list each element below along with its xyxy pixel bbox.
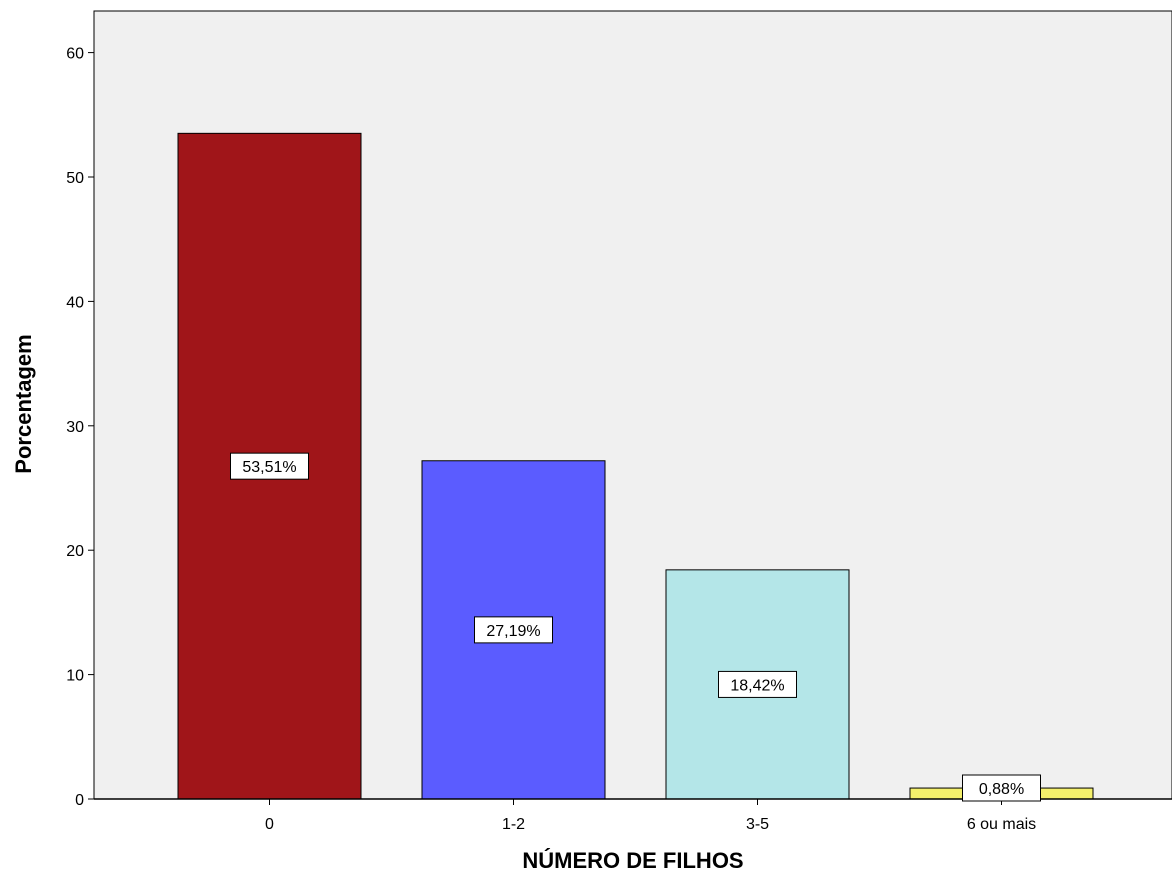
x-tick-label: 3-5 — [746, 816, 769, 833]
data-label-text: 18,42% — [730, 677, 784, 694]
data-label: 18,42% — [718, 670, 797, 698]
data-label-box — [230, 452, 309, 480]
x-axis-title: NÚMERO DE FILHOS — [522, 848, 743, 873]
data-label-box — [718, 670, 797, 698]
y-tick-label: 50 — [66, 170, 84, 187]
y-tick-label: 60 — [66, 46, 84, 63]
x-tick-label: 1-2 — [502, 816, 525, 833]
y-axis-title: Porcentagem — [11, 334, 36, 473]
y-tick-label: 40 — [66, 294, 84, 311]
data-label-text: 27,19% — [486, 623, 540, 640]
x-axis: 0 1-2 3-5 6 ou mais — [94, 798, 1172, 833]
data-label-text: 53,51% — [242, 459, 296, 476]
data-label: 27,19% — [474, 616, 553, 644]
y-tick-label: 0 — [75, 792, 84, 809]
data-label: 53,51% — [230, 452, 309, 480]
data-label-text: 0,88% — [979, 781, 1024, 798]
y-tick-label: 20 — [66, 543, 84, 560]
y-tick-label: 30 — [66, 419, 84, 436]
x-tick-label: 6 ou mais — [967, 816, 1036, 833]
data-label-box — [962, 774, 1041, 802]
data-label: 0,88% — [962, 774, 1041, 802]
data-label-box — [474, 616, 553, 644]
y-tick-label: 10 — [66, 668, 84, 685]
x-tick-label: 0 — [265, 816, 274, 833]
y-axis: 0 10 20 30 40 50 60 — [66, 46, 94, 809]
data-labels-group: 53,51% 27,19% 18,42% 0,88% — [230, 452, 1041, 802]
